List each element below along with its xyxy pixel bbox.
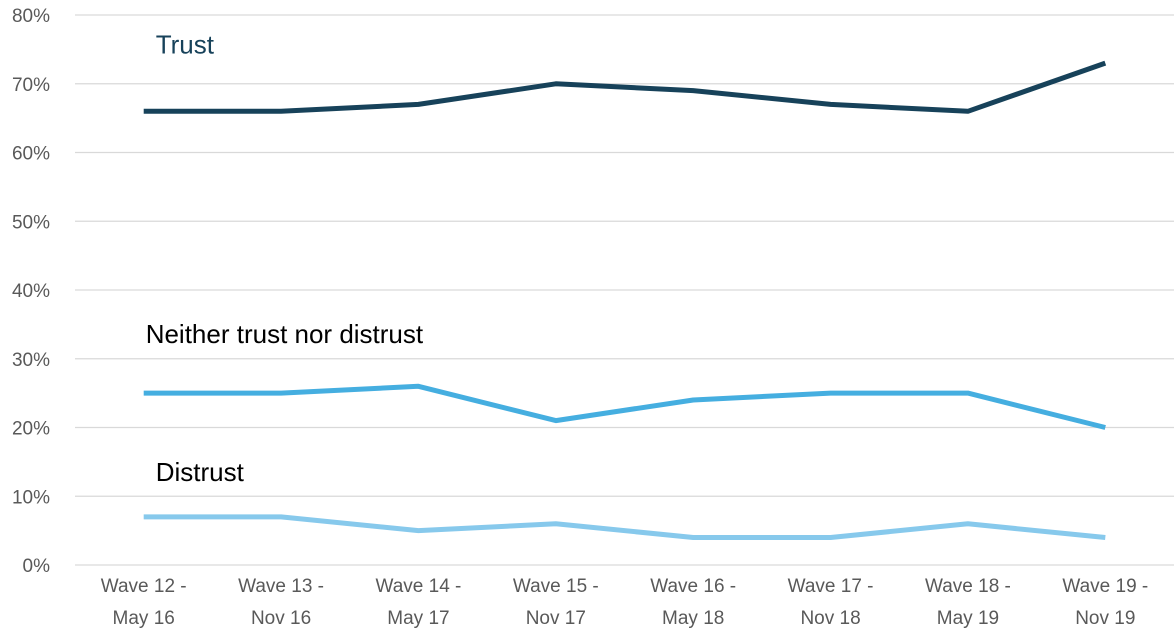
gridlines — [75, 14, 1174, 566]
x-tick-label: Wave 16 -May 18 — [650, 576, 736, 629]
y-tick-label: 0% — [23, 556, 51, 577]
y-tick-label: 50% — [12, 212, 50, 233]
x-tick-label: Wave 13 -Nov 16 — [238, 576, 324, 629]
series-line-1 — [143, 383, 1106, 430]
series-label-trust: Trust — [156, 29, 215, 59]
y-tick-label: 40% — [12, 281, 50, 302]
y-tick-label: 30% — [12, 350, 50, 371]
y-tick-label: 60% — [12, 144, 50, 165]
series-label-distrust: Distrust — [156, 457, 245, 487]
series-line-0 — [143, 60, 1107, 114]
series-label-neither: Neither trust nor distrust — [146, 319, 424, 349]
x-tick-label: Wave 18 -May 19 — [925, 576, 1011, 629]
y-tick-label: 20% — [12, 419, 50, 440]
y-axis-tick-labels: 0% 10% 20% 30% 40% 50% 60% 70% 80% — [12, 6, 50, 577]
y-tick-label: 10% — [12, 487, 50, 508]
series-line-2 — [143, 514, 1106, 540]
x-tick-label: Wave 12 -May 16 — [101, 576, 187, 629]
series-lines — [143, 60, 1107, 540]
series-labels: Trust Neither trust nor distrust Distrus… — [146, 29, 424, 487]
x-axis-tick-labels: Wave 12 -May 16 Wave 13 -Nov 16 Wave 14 -M… — [101, 576, 1149, 629]
x-tick-label: Wave 14 -May 17 — [375, 576, 461, 629]
y-tick-label: 80% — [12, 6, 50, 27]
x-tick-label: Wave 15 -Nov 17 — [513, 576, 599, 629]
y-tick-label: 70% — [12, 75, 50, 96]
x-tick-label: Wave 19 -Nov 19 — [1062, 576, 1148, 629]
x-tick-label: Wave 17 -Nov 18 — [788, 576, 874, 629]
